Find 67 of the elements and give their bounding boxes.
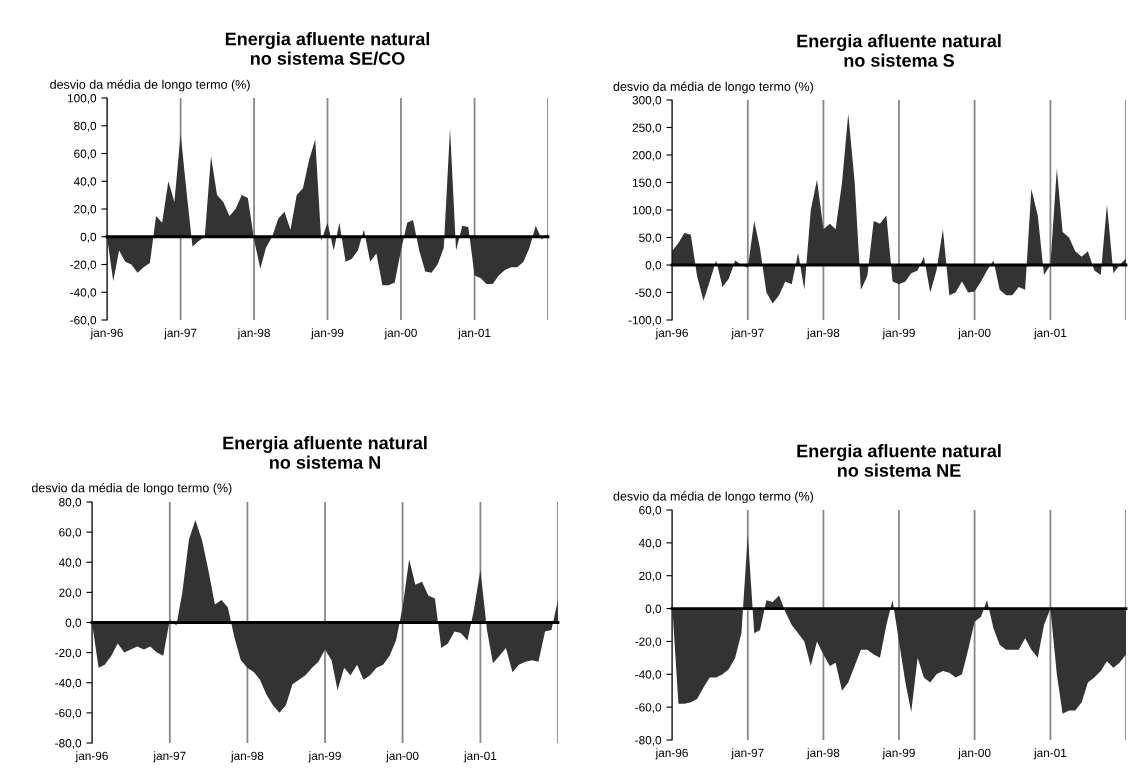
y-tick-label: -60,0 — [70, 316, 97, 326]
y-axis-title: desvio da média de longo termo (%) — [31, 482, 232, 495]
y-tick-label: 100,0 — [67, 94, 97, 104]
y-tick-label: 40,0 — [638, 538, 662, 549]
y-axis-title: desvio da média de longo termo (%) — [613, 81, 813, 94]
y-axis-title: desvio da média de longo termo (%) — [613, 491, 813, 504]
y-tick-label: 60,0 — [59, 528, 82, 538]
x-tick-label: jan-01 — [463, 751, 497, 763]
y-tick-label: 60,0 — [639, 506, 662, 516]
y-tick-label: -80,0 — [55, 739, 82, 749]
y-tick-label: 20,0 — [639, 571, 662, 582]
x-tick-label: jan-01 — [1033, 328, 1067, 340]
y-tick-label: 40,0 — [73, 177, 97, 188]
chart-title: Energia afluente natural no sistema NE — [797, 444, 1001, 477]
x-tick-label: jan-99 — [308, 751, 341, 763]
y-tick-label: -20,0 — [635, 637, 662, 648]
x-tick-label: jan-96 — [655, 748, 688, 760]
y-tick-label: 0,0 — [65, 618, 82, 629]
y-tick-label: -60,0 — [55, 708, 82, 719]
x-tick-label: jan-00 — [385, 751, 419, 763]
x-tick-label: jan-01 — [1033, 748, 1067, 760]
y-tick-label: 300,0 — [632, 96, 662, 106]
y-tick-label: 0,0 — [645, 261, 662, 271]
y-tick-label: -50,0 — [635, 288, 662, 299]
x-tick-label: jan-99 — [882, 328, 915, 340]
x-tick-label: jan-00 — [384, 328, 417, 340]
y-tick-label: -20,0 — [70, 260, 97, 271]
y-tick-label: 0,0 — [645, 604, 662, 615]
x-tick-label: jan-98 — [806, 748, 840, 760]
y-tick-label: -60,0 — [635, 703, 662, 713]
y-tick-label: 80,0 — [74, 121, 97, 132]
y-axis-title: desvio da média de longo termo (%) — [50, 79, 250, 92]
y-tick-label: -40,0 — [635, 670, 662, 681]
y-tick-label: 200,0 — [632, 151, 662, 161]
y-tick-label: 60,0 — [74, 149, 97, 160]
y-tick-label: 50,0 — [639, 233, 662, 244]
y-tick-label: -40,0 — [70, 288, 97, 299]
x-tick-label: jan-97 — [731, 328, 764, 340]
x-tick-label: jan-00 — [957, 748, 991, 760]
x-tick-label: jan-99 — [310, 328, 344, 340]
y-tick-label: 40,0 — [58, 558, 82, 569]
y-tick-label: -80,0 — [635, 736, 662, 746]
x-tick-label: jan-98 — [230, 751, 264, 763]
y-tick-label: 80,0 — [59, 498, 82, 508]
y-tick-label: -100,0 — [628, 316, 662, 326]
y-tick-label: 150,0 — [632, 178, 662, 189]
y-tick-label: 250,0 — [632, 123, 662, 134]
chart-title: Energia afluente natural no sistema SE/CO — [225, 32, 430, 66]
y-tick-label: -40,0 — [55, 678, 82, 689]
x-tick-label: jan-97 — [153, 751, 186, 763]
x-tick-label: jan-96 — [75, 751, 108, 763]
x-tick-label: jan-98 — [806, 328, 840, 340]
x-tick-label: jan-96 — [90, 328, 123, 340]
chart-title: Energia afluente natural no sistema S — [797, 34, 1001, 67]
y-tick-label: 0,0 — [80, 232, 97, 243]
x-tick-label: jan-01 — [457, 328, 491, 340]
x-tick-label: jan-99 — [882, 748, 915, 760]
x-tick-label: jan-00 — [957, 328, 991, 340]
y-tick-label: 20,0 — [74, 205, 97, 215]
x-tick-label: jan-96 — [655, 328, 688, 340]
chart-title: Energia afluente natural no sistema N — [223, 436, 427, 469]
y-tick-label: 100,0 — [632, 206, 662, 216]
x-tick-label: jan-97 — [731, 748, 764, 760]
x-tick-label: jan-98 — [237, 328, 270, 340]
y-tick-label: 20,0 — [59, 588, 82, 599]
x-tick-label: jan-97 — [163, 328, 197, 340]
y-tick-label: -20,0 — [55, 648, 82, 659]
